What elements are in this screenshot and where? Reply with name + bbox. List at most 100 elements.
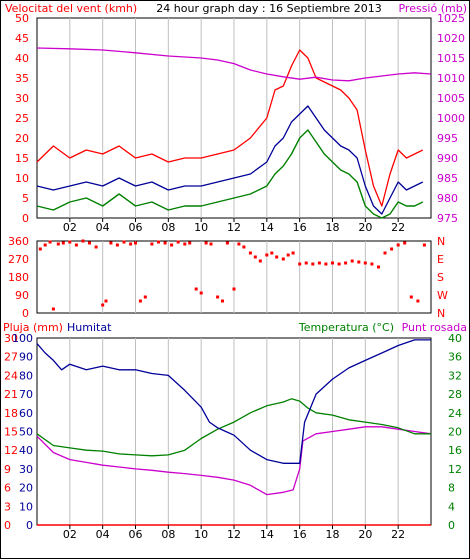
- x-tick-label: 14: [260, 221, 274, 234]
- direction-point: [258, 259, 262, 263]
- wind-axis-tick-label: 35: [15, 72, 29, 85]
- temperature-axis-tick-label: 16: [448, 444, 462, 457]
- temperature-axis-tick-label: 24: [448, 407, 462, 420]
- wind-pressure-panel: 0510152025303540455097598098599099510001…: [15, 12, 465, 234]
- rain-axis-tick-label: 27: [4, 351, 18, 364]
- humidity-axis-tick-label: 40: [19, 444, 33, 457]
- pressure-axis-tick-label: 1020: [437, 32, 465, 45]
- direction-point: [409, 295, 413, 299]
- direction-point: [286, 253, 290, 257]
- pressure-axis-tick-label: 1010: [437, 72, 465, 85]
- direction-point: [221, 299, 224, 303]
- rain-axis-tick-label: 0: [4, 519, 11, 532]
- pressure-axis-tick-label: 980: [437, 192, 458, 205]
- pressure-axis-tick-label: 985: [437, 172, 458, 185]
- direction-point: [150, 242, 154, 246]
- direction-point: [225, 241, 229, 245]
- x-tick-label: 18: [326, 221, 340, 234]
- direction-degree-tick-label: 90: [15, 289, 29, 302]
- direction-point: [390, 247, 394, 251]
- humidity-axis-tick-label: 90: [19, 351, 33, 364]
- x-tick-label: 18: [326, 528, 340, 541]
- direction-point: [363, 261, 367, 265]
- direction-point: [370, 262, 374, 266]
- x-tick-label: 02: [63, 221, 77, 234]
- temperature-axis-tick-label: 0: [448, 519, 455, 532]
- direction-point: [51, 307, 55, 311]
- direction-point: [68, 240, 72, 244]
- direction-degree-tick-label: 0: [22, 307, 29, 320]
- direction-point: [88, 241, 91, 245]
- wind-axis-tick-label: 50: [15, 12, 29, 25]
- direction-point: [101, 303, 105, 307]
- x-tick-label: 06: [129, 528, 143, 541]
- direction-point: [43, 243, 47, 247]
- x-tick-label: 16: [293, 221, 307, 234]
- humidity-axis-tick-label: 10: [19, 500, 33, 513]
- direction-point: [270, 251, 274, 255]
- direction-point: [122, 240, 126, 244]
- direction-point: [94, 245, 98, 249]
- direction-point: [304, 261, 308, 265]
- dewpoint-label: Punt rosada: [402, 321, 467, 334]
- dewpoint-series: [36, 426, 432, 496]
- x-tick-label: 06: [129, 221, 143, 234]
- direction-point: [129, 242, 133, 246]
- humidity-axis-tick-label: 80: [19, 369, 33, 382]
- direction-point: [163, 241, 167, 245]
- x-tick-label: 02: [63, 528, 77, 541]
- wind-axis-tick-label: 25: [15, 112, 29, 125]
- humidity-label: Humitat: [67, 321, 112, 334]
- x-tick-label: 22: [391, 221, 405, 234]
- direction-point: [48, 240, 52, 244]
- temperature-axis-tick-label: 40: [448, 332, 462, 345]
- rain-axis-tick-label: 9: [4, 463, 11, 476]
- direction-point: [138, 299, 142, 303]
- direction-compass-tick-label: N: [437, 307, 445, 320]
- direction-point: [237, 242, 241, 246]
- x-tick-label: 10: [194, 221, 208, 234]
- humidity-axis-tick-label: 20: [19, 482, 33, 495]
- direction-compass-tick-label: S: [437, 271, 444, 284]
- direction-point: [74, 243, 78, 247]
- humidity-axis-tick-label: 100: [12, 332, 33, 345]
- direction-point: [331, 261, 334, 265]
- pressure-axis-tick-label: 1015: [437, 52, 465, 65]
- x-tick-label: 20: [358, 221, 372, 234]
- humidity-axis-tick-label: 30: [19, 463, 33, 476]
- direction-compass-tick-label: N: [437, 235, 445, 248]
- pressure-axis-tick-label: 1005: [437, 92, 465, 105]
- x-tick-label: 16: [293, 528, 307, 541]
- temperature-axis-tick-label: 36: [448, 351, 462, 364]
- direction-compass-tick-label: E: [437, 253, 444, 266]
- direction-point: [275, 255, 279, 259]
- rain-label: Pluja (mm): [3, 321, 63, 334]
- direction-point: [232, 287, 236, 291]
- wind-axis-tick-label: 10: [15, 172, 29, 185]
- direction-point: [176, 240, 180, 244]
- direction-point: [143, 295, 147, 299]
- direction-point: [188, 241, 192, 245]
- rain-axis-tick-label: 21: [4, 388, 18, 401]
- temperature-axis-tick-label: 12: [448, 463, 462, 476]
- temperature-axis-tick-label: 8: [448, 482, 455, 495]
- direction-point: [115, 243, 119, 247]
- direction-degree-tick-label: 270: [8, 253, 29, 266]
- wind-axis-tick-label: 0: [22, 212, 29, 225]
- wind-axis-tick-label: 45: [15, 32, 29, 45]
- temperature-axis-tick-label: 32: [448, 369, 462, 382]
- pressure-axis-tick-label: 1025: [437, 12, 465, 25]
- direction-point: [416, 299, 420, 303]
- direction-point: [242, 245, 246, 249]
- direction-point: [298, 262, 302, 266]
- direction-point: [377, 265, 380, 269]
- rain-axis-tick-label: 24: [4, 369, 18, 382]
- x-tick-label: 12: [227, 221, 241, 234]
- wind-lull-series: [36, 129, 424, 219]
- direction-point: [350, 259, 354, 263]
- direction-point: [344, 261, 348, 265]
- pressure-axis-tick-label: 990: [437, 152, 458, 165]
